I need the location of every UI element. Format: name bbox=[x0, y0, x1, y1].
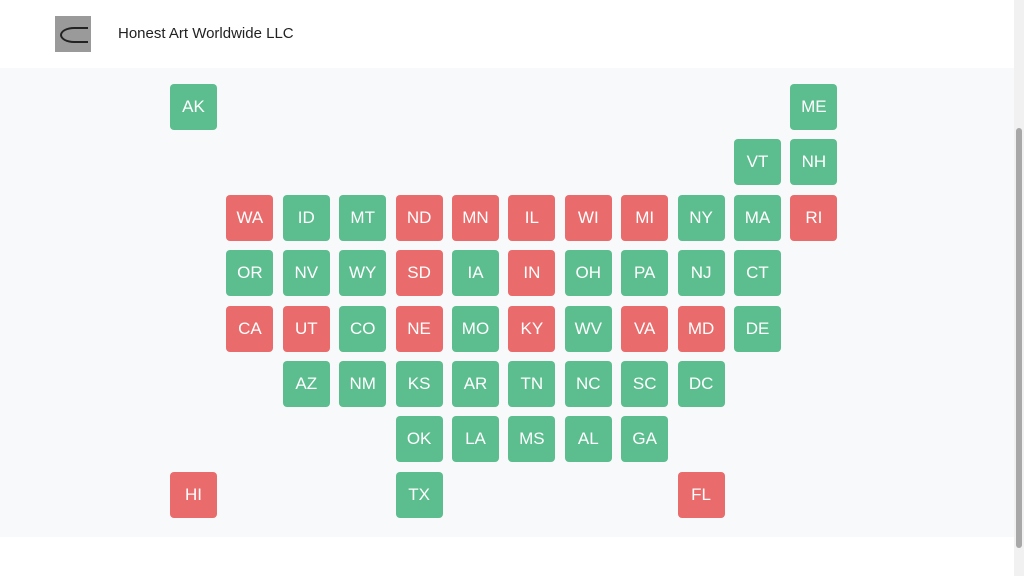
state-tile[interactable]: IL bbox=[508, 194, 556, 241]
logo-mark bbox=[60, 27, 88, 43]
state-tile[interactable]: ID bbox=[282, 194, 330, 241]
header: Honest Art Worldwide LLC bbox=[0, 0, 1014, 68]
state-tile[interactable]: OH bbox=[564, 250, 612, 297]
state-tile[interactable]: FL bbox=[677, 471, 725, 518]
state-tile[interactable]: SC bbox=[621, 361, 669, 407]
state-tile[interactable]: TN bbox=[508, 361, 556, 407]
state-tile[interactable]: NH bbox=[790, 139, 838, 186]
state-tile[interactable]: MA bbox=[734, 194, 781, 241]
state-tile[interactable]: AR bbox=[452, 361, 499, 407]
state-tile[interactable]: MS bbox=[508, 416, 556, 463]
state-tile[interactable]: WV bbox=[564, 305, 612, 352]
state-tile[interactable]: KY bbox=[508, 305, 556, 352]
state-tile[interactable]: NC bbox=[564, 361, 612, 407]
state-tile[interactable]: IN bbox=[508, 250, 556, 297]
state-tile[interactable]: MI bbox=[621, 194, 669, 241]
state-tile[interactable]: IA bbox=[452, 250, 499, 297]
state-tile[interactable]: CT bbox=[734, 250, 781, 297]
state-tile[interactable]: WA bbox=[226, 194, 274, 241]
state-tile[interactable]: VA bbox=[621, 305, 669, 352]
state-tile[interactable]: WI bbox=[564, 194, 612, 241]
state-tile[interactable]: NY bbox=[677, 194, 725, 241]
state-tile[interactable]: AZ bbox=[282, 361, 330, 407]
state-tile[interactable]: MT bbox=[339, 194, 387, 241]
state-tile[interactable]: MO bbox=[452, 305, 499, 352]
state-tile[interactable]: PA bbox=[621, 250, 669, 297]
state-tile[interactable]: DE bbox=[734, 305, 781, 352]
state-tile[interactable]: ME bbox=[790, 84, 838, 130]
state-tile[interactable]: DC bbox=[677, 361, 725, 407]
state-tile[interactable]: UT bbox=[282, 305, 330, 352]
state-tile[interactable]: VT bbox=[734, 139, 781, 186]
state-tile[interactable]: TX bbox=[395, 471, 443, 518]
state-tile[interactable]: MN bbox=[452, 194, 499, 241]
state-tile[interactable]: RI bbox=[790, 194, 838, 241]
company-title: Honest Art Worldwide LLC bbox=[118, 25, 294, 42]
state-tile[interactable]: GA bbox=[621, 416, 669, 463]
state-tile[interactable]: NE bbox=[395, 305, 443, 352]
state-tile[interactable]: CA bbox=[226, 305, 274, 352]
state-tile[interactable]: WY bbox=[339, 250, 387, 297]
state-tile[interactable]: OR bbox=[226, 250, 274, 297]
state-tile[interactable]: KS bbox=[395, 361, 443, 407]
tile-map: AK ME VT NH WA ID MT ND MN IL WI MI NY MA RI OR NV WY SD IA… bbox=[0, 68, 1014, 537]
state-tile[interactable]: NJ bbox=[677, 250, 725, 297]
state-tile[interactable]: SD bbox=[395, 250, 443, 297]
state-tile[interactable]: AL bbox=[564, 416, 612, 463]
state-tile[interactable]: AK bbox=[170, 84, 217, 130]
state-tile[interactable]: MD bbox=[677, 305, 725, 352]
state-tile[interactable]: NM bbox=[339, 361, 387, 407]
state-tile[interactable]: CO bbox=[339, 305, 387, 352]
state-tile[interactable]: ND bbox=[395, 194, 443, 241]
logo[interactable] bbox=[55, 16, 91, 52]
state-tile[interactable]: OK bbox=[395, 416, 443, 463]
scroll-thumb[interactable] bbox=[1016, 128, 1022, 548]
scrollbar bbox=[1014, 0, 1024, 576]
state-tile[interactable]: LA bbox=[452, 416, 499, 463]
state-tile[interactable]: NV bbox=[282, 250, 330, 297]
state-tile[interactable]: HI bbox=[170, 471, 217, 518]
